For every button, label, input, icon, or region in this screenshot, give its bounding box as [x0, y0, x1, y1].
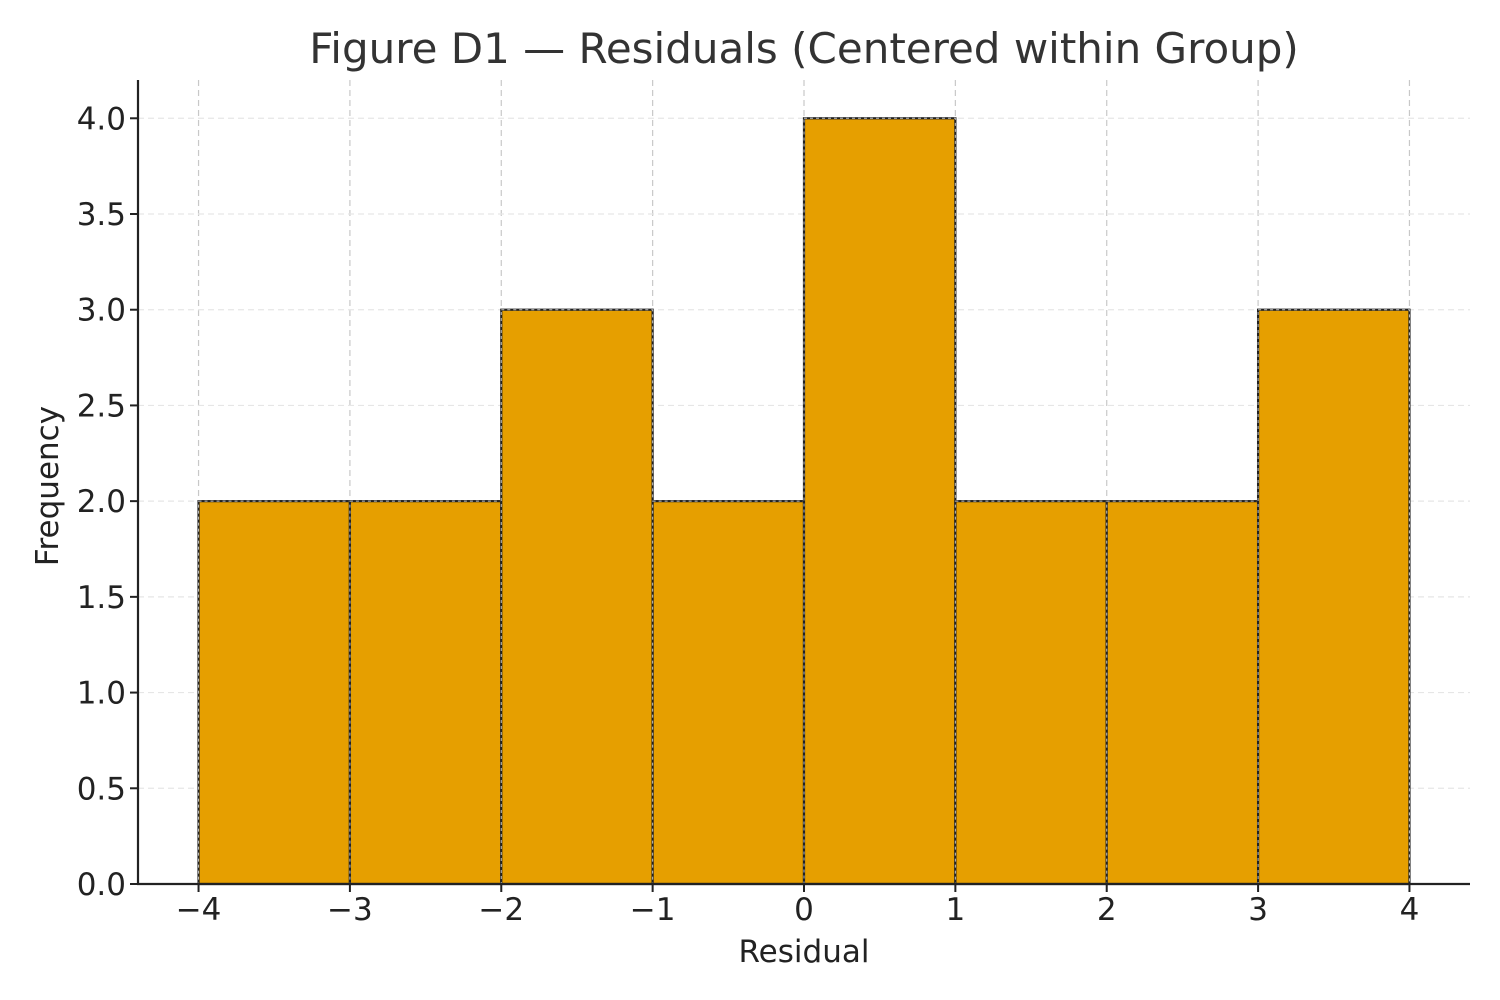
y-tick-label: 1.5 — [77, 580, 126, 616]
y-tick-label: 2.0 — [77, 484, 126, 520]
x-tick-label: −4 — [176, 892, 222, 928]
y-tick-label: 0.5 — [77, 771, 126, 807]
histogram-bar — [500, 308, 654, 886]
y-ticks: 0.0 0.5 1.0 1.5 2.0 2.5 3.0 3.5 4.0 — [77, 101, 138, 903]
y-tick-label: 4.0 — [77, 101, 126, 137]
y-tick-label: 2.5 — [77, 388, 126, 424]
x-tick-label: 3 — [1248, 892, 1268, 928]
y-tick-label: 1.0 — [77, 676, 126, 712]
x-tick-label: −1 — [630, 892, 676, 928]
histogram-bar — [348, 500, 503, 886]
x-axis-label: Residual — [739, 934, 870, 970]
chart-title: Figure D1 — Residuals (Centered within G… — [309, 24, 1299, 73]
x-tick-label: 4 — [1400, 892, 1420, 928]
x-tick-label: −2 — [478, 892, 524, 928]
histogram-bar — [954, 500, 1108, 886]
histogram-bar — [802, 117, 957, 886]
histogram-bar — [651, 500, 806, 886]
bar-edge-dash — [1257, 309, 1410, 885]
y-tick-label: 3.5 — [77, 197, 126, 233]
y-axis-label: Frequency — [30, 406, 66, 566]
y-tick-label: 0.0 — [77, 867, 126, 903]
x-ticks: −4 −3 −2 −1 0 1 2 3 4 — [176, 884, 1420, 928]
histogram-bar — [1256, 308, 1411, 886]
x-tick-label: 0 — [794, 892, 814, 928]
y-tick-label: 3.0 — [77, 293, 126, 329]
x-tick-label: 1 — [945, 892, 965, 928]
x-tick-label: −3 — [327, 892, 373, 928]
histogram-bar — [1105, 500, 1260, 886]
bars — [197, 117, 1411, 886]
x-tick-label: 2 — [1097, 892, 1117, 928]
histogram-bar — [197, 500, 352, 886]
